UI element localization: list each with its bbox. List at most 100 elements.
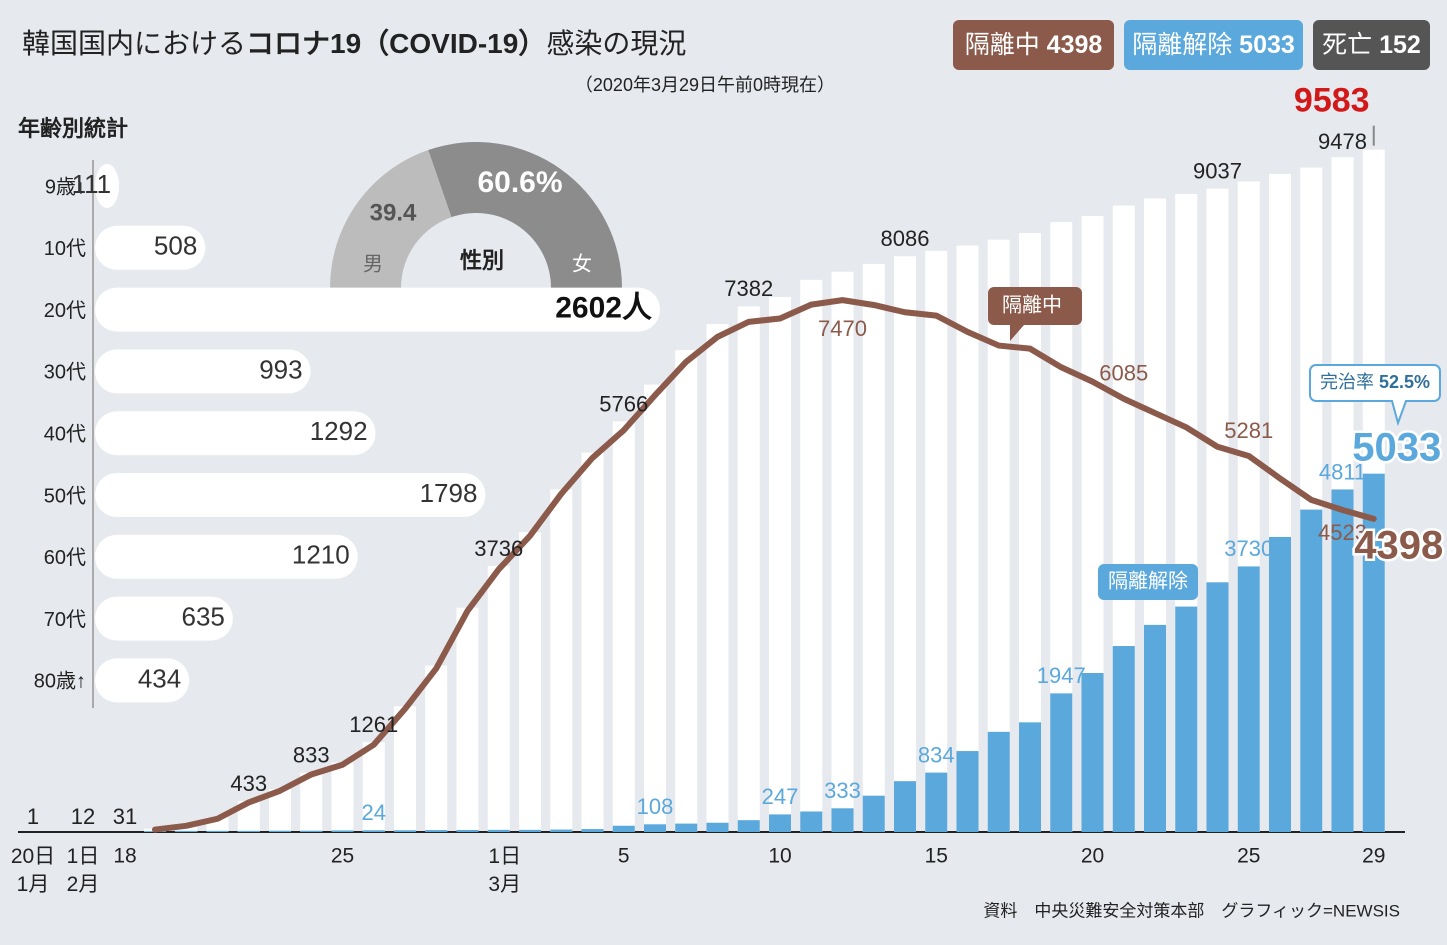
released-bar (1019, 722, 1041, 832)
x-tick-label: 10 (768, 845, 791, 868)
age-category: 80歳↑ (34, 670, 86, 693)
isolation-line (152, 297, 1377, 833)
age-category: 20代 (44, 299, 86, 322)
age-bar (95, 658, 190, 703)
value-label: 5281 (1224, 418, 1273, 443)
callout-text: 隔離解除 (1108, 569, 1188, 592)
age-value-label: 993 (259, 354, 302, 384)
rate-callout (1309, 364, 1441, 427)
released-bar (1175, 606, 1198, 832)
x-tick-label: 15 (925, 845, 948, 868)
badge-text: 隔離解除 5033 (1132, 31, 1295, 59)
rate-text: 完治率 52.5% (1320, 372, 1430, 392)
source: 資料 中央災難安全対策本部 グラフィック=NEWSIS (983, 901, 1400, 920)
title-part: 感染の現況 (546, 28, 686, 59)
released-bar (206, 830, 229, 832)
total-bar (550, 489, 573, 832)
donut-value-label: 39.4 (370, 199, 417, 226)
value-label: 333 (824, 778, 861, 803)
age-value-label: 1798 (420, 478, 478, 508)
released-bar (519, 829, 541, 832)
value-label: 5766 (599, 391, 648, 416)
released-bar (175, 830, 198, 832)
released-bar (987, 731, 1010, 832)
age-value-label: 434 (138, 663, 181, 693)
x-tick-line: 1月 (17, 873, 50, 896)
badge-name: 隔離解除 (1132, 31, 1232, 59)
badge-box (1124, 20, 1303, 70)
badge-text: 隔離中 4398 (965, 31, 1103, 59)
value-label: 9478 (1318, 129, 1367, 154)
value-label: 7382 (724, 276, 773, 301)
released-bar (362, 830, 385, 832)
x-tick-label: 1日 2月 (67, 845, 100, 896)
value-label: 3730 (1224, 536, 1273, 561)
badge-value: 5033 (1239, 31, 1295, 59)
released-bar (706, 822, 729, 832)
badge-value: 4398 (1047, 31, 1103, 59)
total-bar (331, 762, 354, 832)
value-label: 24 (362, 800, 386, 825)
released-bar (769, 814, 791, 832)
released-bar (675, 823, 698, 832)
released-bar (1081, 673, 1104, 832)
age-value-label: 1292 (310, 416, 368, 446)
value-label: 31 (113, 804, 137, 829)
age-bar (95, 349, 311, 394)
released-bar (300, 830, 323, 832)
released-bar (1206, 582, 1229, 832)
value-label: 7470 (818, 316, 867, 341)
age-value-label: 1210 (292, 540, 350, 570)
released-bar (425, 830, 448, 832)
age-value-label: 2602人 (555, 292, 652, 325)
total-bar (394, 706, 416, 832)
released-bar (956, 751, 979, 832)
total-bar (269, 789, 291, 832)
total-bar (706, 324, 729, 832)
released-bar (550, 829, 573, 832)
total-bar (800, 279, 823, 832)
donut-segment (428, 142, 622, 288)
value-label: 6085 (1099, 361, 1148, 386)
value-label: 5033 (1352, 426, 1441, 470)
age-value-label: 508 (154, 231, 197, 261)
total-bar (675, 350, 698, 832)
callout-text: 隔離中 (1002, 293, 1062, 316)
total-bar (831, 271, 854, 833)
total-bar (894, 256, 916, 832)
total-bar (925, 250, 948, 832)
subtitle: （2020年3月29日午前0時現在） (575, 75, 835, 95)
x-tick-label: 25 (1237, 845, 1260, 868)
callout-box (1098, 564, 1198, 600)
age-bar (95, 596, 233, 641)
value-label: 4523 (1318, 520, 1367, 545)
total-bar (237, 801, 260, 832)
total-bar (862, 263, 885, 832)
age-category: 9歳↓ (45, 175, 86, 198)
value-label: 1947 (1037, 663, 1086, 688)
rate-label: 完治率 (1320, 372, 1374, 392)
age-bar (95, 411, 376, 456)
released-bar (737, 820, 760, 832)
released-bar (1362, 473, 1385, 832)
released-bar (1331, 489, 1354, 832)
age-category: 40代 (44, 422, 86, 445)
released-bar (925, 772, 948, 832)
age-bar (95, 287, 660, 332)
age-value-label: 635 (181, 601, 224, 631)
age-title: 年齢別統計 (18, 116, 128, 141)
released-bar (1144, 624, 1166, 832)
total-bar (581, 452, 604, 832)
total-bar (300, 772, 323, 832)
x-tick-label: 1日 3月 (488, 845, 521, 896)
rate-value: 52.5% (1379, 372, 1430, 392)
donut-category: 男 (363, 253, 383, 275)
total-bar (644, 384, 666, 832)
x-tick-line: 1日 (67, 845, 100, 868)
total-bar (519, 532, 541, 832)
released-bar (581, 829, 604, 832)
released-bar (644, 824, 666, 832)
x-tick-label: 5 (618, 845, 630, 868)
released-bar (487, 829, 510, 832)
